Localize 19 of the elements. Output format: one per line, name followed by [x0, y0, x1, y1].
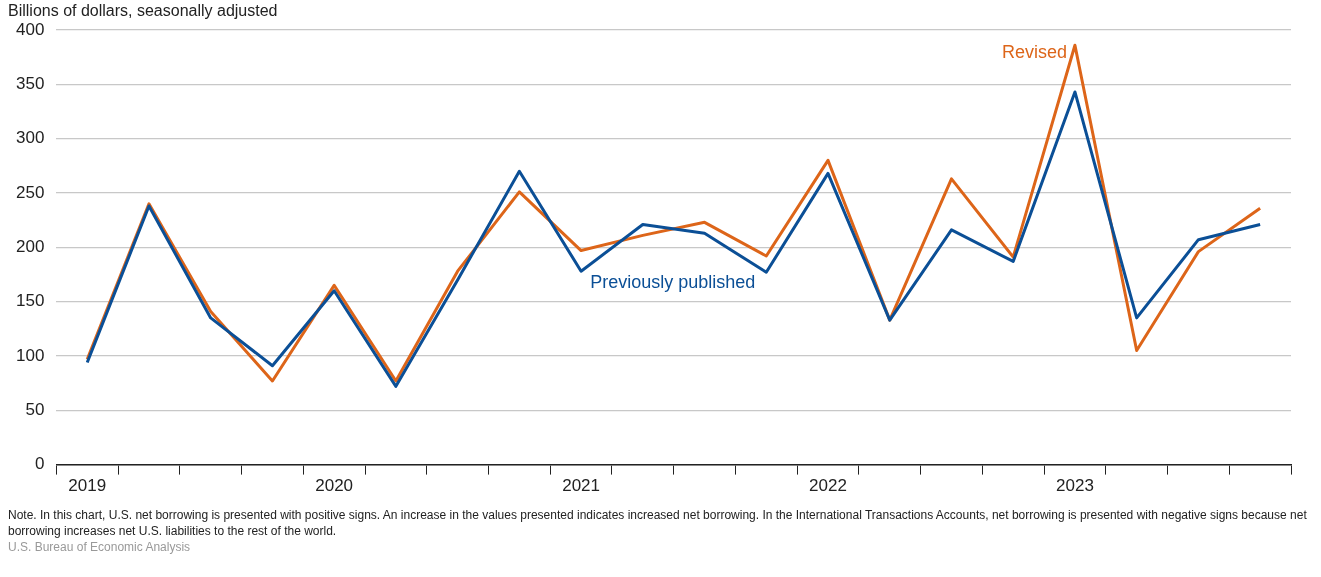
y-tick-label: 0: [34, 454, 45, 474]
y-tick-label: 300: [15, 128, 45, 148]
text: U.S. Bureau of Economic Analysis: [8, 539, 192, 555]
y-tick-label: 400: [15, 19, 45, 39]
x-tick-label: 2020: [315, 476, 354, 496]
x-tick-label: 2023: [1056, 476, 1094, 496]
series-label: Previously published: [590, 271, 756, 292]
y-tick-label: 200: [15, 236, 45, 256]
x-tick-label: 2019: [68, 476, 107, 496]
y-axis-title: Billions of dollars, seasonally adjusted: [8, 2, 278, 20]
y-tick-label: 350: [15, 74, 45, 94]
series-label: Revised: [1001, 42, 1067, 63]
x-tick-label: 2021: [562, 476, 600, 496]
x-tick-label: 2022: [809, 476, 847, 496]
y-tick-label: 150: [15, 291, 45, 311]
y-tick-label: 100: [15, 345, 45, 365]
text: Note. In this chart, U.S. net borrowing is presented with positive signs. An increase in the values presented indicates increased net borrowing. In the International Transactions Accounts, net borrowing is presented with negative signs because net borrowing increases net U.S. liabilities to the rest of the world.: [8, 507, 1308, 539]
y-tick-label: 50: [25, 399, 45, 419]
y-tick-label: 250: [15, 182, 45, 202]
